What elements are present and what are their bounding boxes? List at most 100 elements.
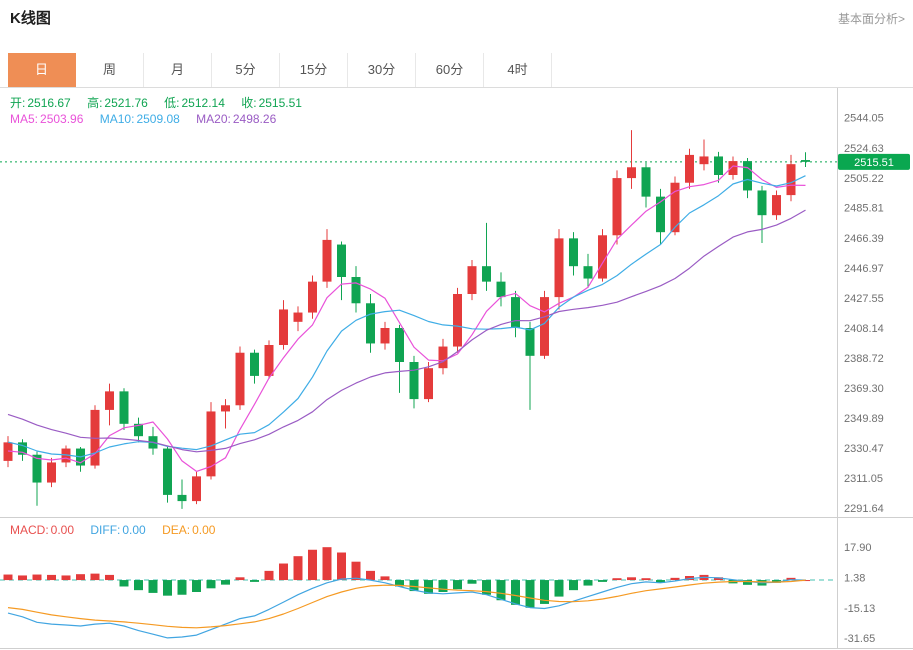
dea-label: DEA: (162, 523, 191, 537)
macd-bar (264, 570, 274, 581)
candle (801, 160, 810, 162)
macd-bar (76, 574, 85, 581)
price-axis-label: 2408.14 (844, 323, 884, 335)
candle (3, 442, 13, 461)
price-axis-label: 2311.05 (844, 473, 883, 485)
candle (337, 244, 346, 277)
candle (743, 161, 752, 191)
candle (18, 442, 27, 455)
candle (438, 346, 448, 369)
macd-bar (743, 580, 752, 585)
tab-15min[interactable]: 15分 (280, 53, 348, 87)
macd-bar (119, 580, 129, 587)
price-axis-label: 2427.55 (844, 293, 884, 305)
candle (670, 182, 680, 233)
macd-bar (134, 580, 143, 591)
diff-line (7, 576, 806, 639)
tab-day[interactable]: 日 (8, 53, 76, 87)
ma5-label: MA5: (10, 112, 39, 126)
candle (395, 328, 404, 362)
candle (366, 303, 375, 344)
macd-axis-label: 17.90 (844, 542, 872, 554)
period-tabbar: 日周月 5分 15分 30分 60分 4时 (0, 53, 913, 88)
close-label: 收: (241, 96, 257, 110)
dea-line (7, 579, 806, 629)
candle (380, 328, 390, 344)
ma-readout: MA5: 2503.96 MA10: 2509.08 MA20: 2498.26 (10, 112, 289, 126)
high-value: 2521.76 (104, 96, 148, 110)
macd-bar (351, 561, 361, 581)
candle (714, 156, 723, 175)
ma10-value: 2509.08 (136, 112, 180, 126)
candle (699, 156, 709, 165)
fundamental-analysis-link[interactable]: 基本面分析> (837, 12, 905, 26)
candle (134, 423, 143, 437)
macd-axis-label: 1.38 (844, 573, 865, 585)
price-axis-label: 2291.64 (844, 503, 884, 515)
candles (3, 130, 810, 509)
candle (612, 178, 622, 236)
price-axis-label: 2369.30 (844, 383, 884, 395)
tab-30min[interactable]: 30分 (348, 53, 416, 87)
candle (351, 277, 361, 304)
macd-readout: MACD: 0.00 DIFF: 0.00 DEA: 0.00 (10, 523, 228, 537)
ma20-value: 2498.26 (232, 112, 277, 126)
open-label: 开: (10, 96, 26, 110)
tab-4hour[interactable]: 4时 (484, 53, 552, 87)
candle (453, 294, 462, 347)
macd-bar (293, 556, 303, 581)
price-axis-label: 2485.81 (844, 203, 884, 215)
candle (206, 411, 216, 477)
macd-axis-label: -15.13 (844, 603, 875, 615)
candle (409, 362, 419, 400)
tab-60min[interactable]: 60分 (416, 53, 484, 87)
candle (32, 454, 42, 483)
macd-histogram (3, 547, 810, 608)
macd-bar (148, 580, 158, 593)
macd-bar (322, 547, 332, 581)
candle (177, 494, 187, 502)
candle (772, 195, 781, 216)
tab-5min[interactable]: 5分 (212, 53, 280, 87)
macd-bar (554, 580, 564, 597)
candle (540, 297, 549, 356)
macd-bar (308, 549, 317, 581)
candle (598, 235, 607, 279)
candle (192, 476, 201, 502)
price-axis-label: 2466.39 (844, 233, 884, 245)
candle (786, 164, 796, 196)
macd-bar (250, 580, 259, 582)
ma5-value: 2503.96 (40, 112, 84, 126)
macd-bar (656, 580, 665, 583)
ma10-label: MA10: (99, 112, 135, 126)
macd-bar (612, 578, 622, 581)
current-price-tag-value: 2515.51 (854, 157, 894, 169)
ohlc-readout: 开: 2516.67 高: 2521.76 低: 2512.14 收: 2515.51 (10, 94, 315, 111)
macd-bar (32, 574, 42, 581)
macd-bar (105, 574, 114, 581)
macd-bar (569, 580, 578, 591)
tab-month[interactable]: 月 (144, 53, 212, 87)
macd-bar (540, 580, 549, 604)
macd-bar (598, 580, 607, 582)
macd-bar (496, 580, 506, 601)
candle (757, 190, 767, 216)
macd-bar (583, 580, 593, 586)
macd-bar (380, 576, 390, 581)
macd-bar (438, 580, 448, 592)
open-value: 2516.67 (27, 96, 71, 110)
candle (264, 345, 274, 376)
ma10-line (7, 175, 806, 458)
candle (656, 196, 665, 233)
candle (467, 266, 477, 294)
current-price-tag (838, 153, 910, 170)
macd-bar (670, 577, 680, 581)
macd-bar (395, 580, 404, 587)
tab-week[interactable]: 周 (76, 53, 144, 87)
macd-bar (163, 580, 172, 596)
macd-bar (3, 574, 13, 581)
price-axis-label: 2524.63 (844, 143, 884, 155)
candle (554, 238, 564, 298)
macd-bar (627, 577, 636, 581)
